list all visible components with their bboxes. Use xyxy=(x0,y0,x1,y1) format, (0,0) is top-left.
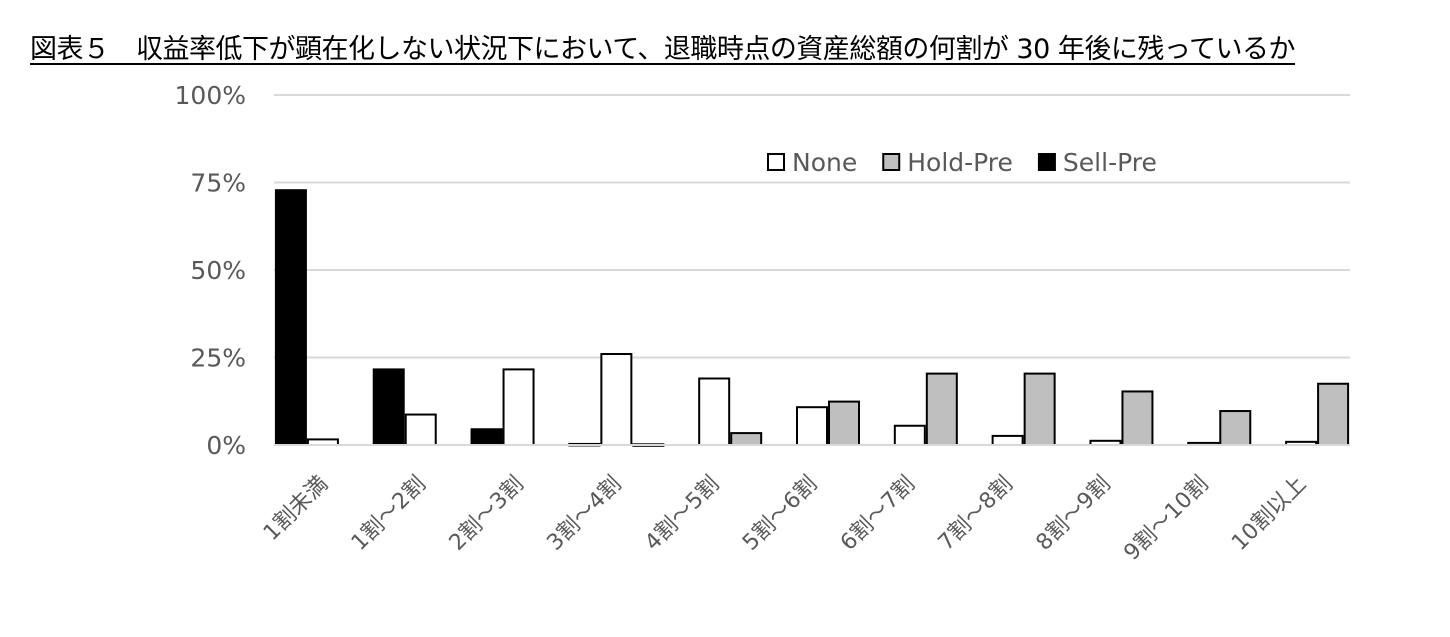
x-category-label: 3割～4割 xyxy=(542,472,626,556)
legend-swatch xyxy=(1037,153,1056,171)
bar-none xyxy=(893,424,926,446)
bar-hold-pre xyxy=(828,400,860,447)
y-tick-label: 100% xyxy=(175,81,246,110)
y-axis-ticks: 0% 25% 50% 75% 100% xyxy=(175,81,246,460)
bars xyxy=(274,189,1350,447)
bar-none xyxy=(502,368,535,446)
bar-sell-pre xyxy=(470,428,503,446)
bar-hold-pre xyxy=(925,372,958,447)
bar-sell-pre xyxy=(274,189,307,446)
x-category-label: 9割～10割 xyxy=(1119,472,1213,566)
bar-hold-pre xyxy=(1023,372,1056,447)
bar-none xyxy=(796,406,828,447)
x-axis-categories: 1割未満 1割～2割 2割～3割 3割～4割 4割～5割 5割～6割 6割～7割 7割～8割 8… xyxy=(259,472,1311,566)
legend-label: Sell-Pre xyxy=(1063,148,1157,177)
bar-none xyxy=(404,413,437,446)
y-tick-label: 75% xyxy=(190,169,246,198)
gridlines xyxy=(274,94,1350,359)
x-category-label: 1割未満 xyxy=(259,472,333,546)
bar-none xyxy=(600,353,633,446)
x-category-label: 4割～5割 xyxy=(640,472,724,556)
x-category-label: 1割～2割 xyxy=(347,472,431,556)
bar-hold-pre xyxy=(730,432,763,447)
bar-hold-pre xyxy=(1219,410,1252,446)
y-tick-label: 50% xyxy=(190,256,246,285)
y-tick-label: 0% xyxy=(206,431,246,460)
x-category-label: 5割～6割 xyxy=(738,472,822,556)
legend-swatch xyxy=(767,153,785,171)
x-category-label: 10割以上 xyxy=(1227,472,1311,556)
legend: None Hold-Pre Sell-Pre xyxy=(767,148,1157,177)
x-category-label: 8割～9割 xyxy=(1032,472,1116,556)
bar-hold-pre xyxy=(1317,382,1350,446)
chart-title: 図表５ 収益率低下が顕在化しない状況下において、退職時点の資産総額の何割が 30… xyxy=(30,34,1296,65)
bar-hold-pre xyxy=(1121,390,1154,447)
bar-sell-pre xyxy=(372,368,405,446)
x-category-label: 2割～3割 xyxy=(445,472,529,556)
bar-none xyxy=(698,377,731,446)
x-category-label: 6割～7割 xyxy=(836,472,920,556)
legend-label: None xyxy=(792,148,857,177)
y-tick-label: 25% xyxy=(190,344,246,373)
legend-label: Hold-Pre xyxy=(907,148,1013,177)
x-category-label: 7割～8割 xyxy=(934,472,1018,556)
legend-swatch xyxy=(882,153,901,171)
bar-none xyxy=(991,434,1024,446)
